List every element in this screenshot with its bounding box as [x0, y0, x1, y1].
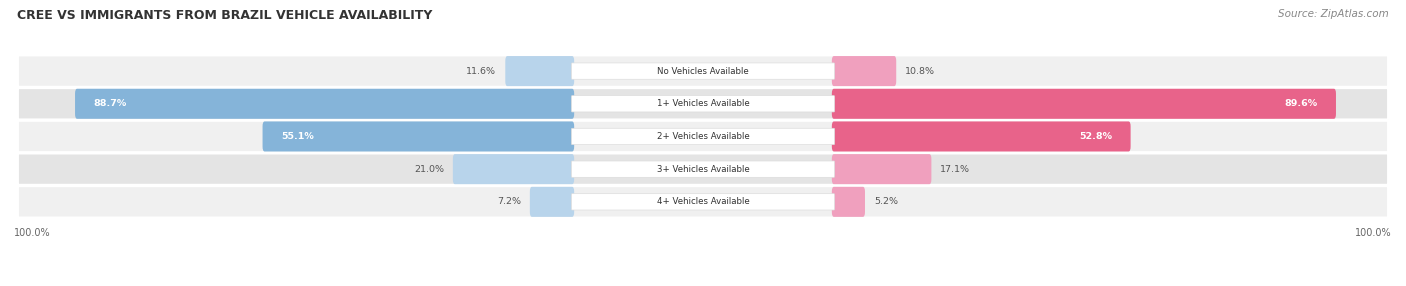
FancyBboxPatch shape [832, 154, 931, 184]
Text: CREE VS IMMIGRANTS FROM BRAZIL VEHICLE AVAILABILITY: CREE VS IMMIGRANTS FROM BRAZIL VEHICLE A… [17, 9, 432, 21]
FancyBboxPatch shape [571, 161, 835, 177]
FancyBboxPatch shape [571, 194, 835, 210]
Text: 89.6%: 89.6% [1284, 99, 1317, 108]
Text: 7.2%: 7.2% [496, 197, 520, 206]
FancyBboxPatch shape [530, 187, 574, 217]
FancyBboxPatch shape [263, 122, 574, 152]
Text: 55.1%: 55.1% [281, 132, 314, 141]
Text: 100.0%: 100.0% [14, 228, 51, 238]
FancyBboxPatch shape [453, 154, 574, 184]
Text: 5.2%: 5.2% [875, 197, 898, 206]
Text: 4+ Vehicles Available: 4+ Vehicles Available [657, 197, 749, 206]
FancyBboxPatch shape [832, 122, 1130, 152]
FancyBboxPatch shape [832, 187, 865, 217]
Text: 10.8%: 10.8% [905, 67, 935, 76]
FancyBboxPatch shape [18, 186, 1388, 218]
Text: 88.7%: 88.7% [94, 99, 127, 108]
FancyBboxPatch shape [18, 121, 1388, 152]
Text: 17.1%: 17.1% [941, 165, 970, 174]
Text: No Vehicles Available: No Vehicles Available [657, 67, 749, 76]
Text: Source: ZipAtlas.com: Source: ZipAtlas.com [1278, 9, 1389, 19]
FancyBboxPatch shape [832, 89, 1336, 119]
Text: 3+ Vehicles Available: 3+ Vehicles Available [657, 165, 749, 174]
FancyBboxPatch shape [571, 128, 835, 145]
FancyBboxPatch shape [18, 55, 1388, 87]
FancyBboxPatch shape [571, 63, 835, 79]
Text: 52.8%: 52.8% [1078, 132, 1112, 141]
FancyBboxPatch shape [571, 96, 835, 112]
Text: 1+ Vehicles Available: 1+ Vehicles Available [657, 99, 749, 108]
FancyBboxPatch shape [18, 88, 1388, 120]
Text: 11.6%: 11.6% [467, 67, 496, 76]
Text: 2+ Vehicles Available: 2+ Vehicles Available [657, 132, 749, 141]
FancyBboxPatch shape [832, 56, 896, 86]
Text: 100.0%: 100.0% [1355, 228, 1392, 238]
FancyBboxPatch shape [505, 56, 574, 86]
FancyBboxPatch shape [75, 89, 574, 119]
FancyBboxPatch shape [18, 154, 1388, 185]
Text: 21.0%: 21.0% [413, 165, 444, 174]
